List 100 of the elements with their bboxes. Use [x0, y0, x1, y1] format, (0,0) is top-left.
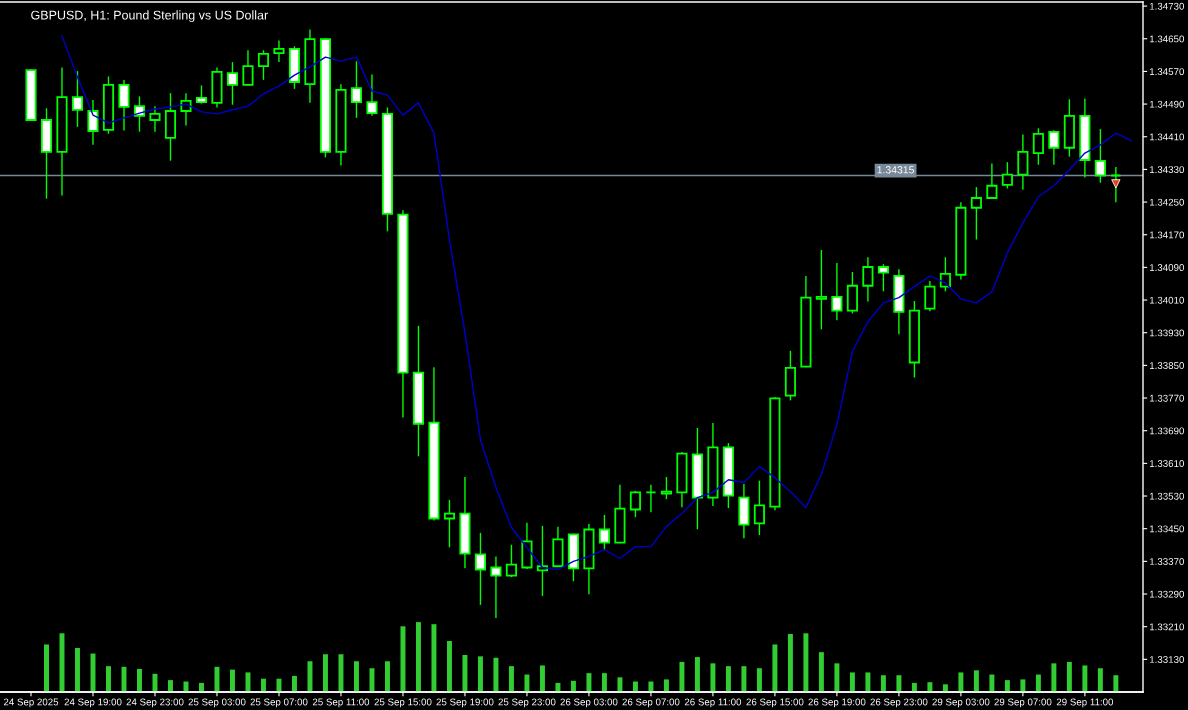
candlestick: [1048, 130, 1060, 165]
candlestick: [645, 484, 657, 513]
bar: [524, 674, 530, 692]
y-tick-label: 1.34010: [1149, 296, 1185, 304]
bar: [1051, 663, 1057, 692]
bar: [679, 661, 685, 692]
candlestick: [149, 106, 161, 132]
candlestick: [1001, 162, 1013, 189]
bar: [896, 675, 902, 692]
candlestick: [350, 61, 363, 118]
bar: [260, 678, 266, 692]
candlestick: [273, 40, 285, 62]
x-tick-label: 29 Sep 11:00: [1056, 698, 1114, 708]
y-tick-label: 1.34090: [1149, 264, 1185, 271]
bar: [462, 654, 468, 692]
x-tick-label: 25 Sep 23:00: [498, 698, 556, 708]
bar: [803, 633, 809, 692]
candlestick: [970, 187, 982, 240]
bar: [384, 661, 390, 692]
bar: [493, 657, 499, 692]
y-tick-label: 1.33930: [1149, 329, 1185, 337]
bar: [477, 656, 483, 692]
candlestick: [505, 544, 517, 578]
y-tick-label: 1.33770: [1149, 394, 1185, 402]
candlestick: [474, 532, 487, 605]
x-tick-label: 26 Sep 15:00: [746, 698, 804, 708]
bar: [1020, 679, 1026, 692]
candlestick: [118, 80, 130, 131]
candlestick: [862, 257, 874, 302]
bar: [446, 640, 452, 692]
bar: [663, 679, 669, 692]
bar: [106, 666, 111, 692]
x-tick-label: 26 Sep 07:00: [622, 698, 680, 708]
candlestick: [877, 264, 889, 292]
y-tick-label: 1.33210: [1149, 623, 1185, 631]
bar: [880, 675, 886, 692]
bar: [168, 680, 173, 692]
ref-line-label: 1.34315: [877, 166, 914, 174]
x-tick-label: 25 Sep 11:00: [312, 698, 370, 708]
x-tick-label: 25 Sep 15:00: [374, 698, 432, 708]
bar: [570, 680, 576, 692]
bar: [1004, 680, 1010, 692]
bar: [1097, 668, 1103, 692]
bar: [508, 666, 514, 692]
y-tick-label: 1.33530: [1149, 492, 1185, 500]
bar: [415, 622, 421, 692]
bar: [787, 633, 793, 692]
x-tick-label: 29 Sep 03:00: [932, 698, 990, 708]
candlestick: [1094, 129, 1106, 183]
bar: [927, 682, 933, 692]
y-tick-label: 1.34250: [1149, 198, 1185, 206]
candlestick: [490, 556, 502, 618]
y-tick-label: 1.34490: [1149, 100, 1185, 108]
candlestick: [1032, 128, 1044, 165]
bar: [276, 678, 282, 692]
bar: [973, 670, 979, 692]
x-tick-label: 25 Sep 07:00: [250, 698, 308, 708]
y-tick-label: 1.34730: [1149, 2, 1185, 10]
candlestick: [986, 163, 998, 199]
candlestick: [257, 50, 270, 80]
bar: [369, 668, 375, 692]
bar: [617, 677, 623, 692]
candlestick: [1017, 134, 1029, 190]
bar: [741, 666, 747, 692]
bar: [353, 661, 359, 692]
bar: [307, 661, 313, 692]
bar: [818, 652, 824, 692]
y-tick-label: 1.34650: [1149, 35, 1185, 43]
x-tick-label: 25 Sep 03:00: [188, 698, 246, 708]
x-tick-label: 24 Sep 19:00: [64, 698, 122, 708]
line-series: [61, 35, 1133, 571]
x-tick-label: 29 Sep 07:00: [994, 698, 1052, 708]
bar: [601, 673, 607, 692]
bar: [710, 663, 716, 692]
y-tick-label: 1.33450: [1149, 525, 1185, 533]
candlestick: [629, 490, 641, 518]
bar: [322, 654, 328, 692]
candlestick: [71, 71, 84, 127]
y-tick-label: 1.33130: [1149, 656, 1185, 663]
bar: [725, 666, 731, 692]
bar: [865, 672, 871, 692]
bar: [291, 675, 297, 692]
candlestick: [226, 62, 239, 105]
y-tick-label: 1.33290: [1149, 590, 1185, 598]
y-tick-label: 1.34330: [1149, 166, 1185, 174]
bar: [958, 672, 964, 692]
y-tick-label: 1.34170: [1149, 231, 1185, 239]
candlestick: [598, 514, 610, 551]
bar: [431, 624, 437, 692]
bar: [849, 672, 855, 692]
x-tick-label: 26 Sep 03:00: [560, 698, 618, 708]
bar: [756, 668, 762, 692]
candlestick: [815, 249, 827, 330]
y-tick-label: 1.33610: [1149, 460, 1185, 467]
x-tick-label: 26 Sep 23:00: [870, 698, 928, 708]
bar: [1082, 665, 1088, 692]
text: GBPUSD, H1: Pound Sterling vs US Dollar: [31, 10, 268, 22]
bar: [772, 644, 778, 692]
bar: [942, 684, 948, 692]
bar: [245, 672, 251, 692]
